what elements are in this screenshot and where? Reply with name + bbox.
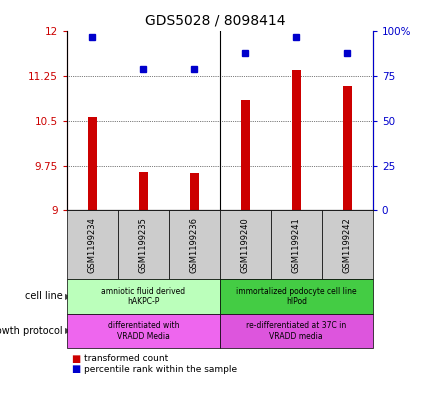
Text: GSM1199240: GSM1199240 [240,217,249,272]
Text: re-differentiated at 37C in
VRADD media: re-differentiated at 37C in VRADD media [246,321,346,341]
Bar [240,100,249,210]
Bar [138,171,147,210]
Bar [189,173,198,210]
Text: growth protocol: growth protocol [0,326,62,336]
Bar [88,117,97,210]
Text: GDS5028 / 8098414: GDS5028 / 8098414 [145,14,285,28]
Text: GSM1199235: GSM1199235 [138,217,147,273]
Text: ■: ■ [71,354,80,364]
Text: differentiated with
VRADD Media: differentiated with VRADD Media [108,321,178,341]
Bar [291,70,300,210]
Text: immortalized podocyte cell line
hIPod: immortalized podocyte cell line hIPod [236,286,356,306]
Bar [342,86,351,210]
Text: amniotic fluid derived
hAKPC-P: amniotic fluid derived hAKPC-P [101,286,185,306]
Text: transformed count: transformed count [84,354,168,363]
Text: GSM1199241: GSM1199241 [291,217,300,272]
Text: percentile rank within the sample: percentile rank within the sample [84,365,236,373]
Text: ▶: ▶ [64,327,71,335]
Text: ■: ■ [71,364,80,374]
Text: ▶: ▶ [64,292,71,301]
Text: GSM1199234: GSM1199234 [88,217,97,273]
Text: GSM1199236: GSM1199236 [189,217,198,273]
Text: GSM1199242: GSM1199242 [342,217,351,272]
Text: cell line: cell line [25,291,62,301]
